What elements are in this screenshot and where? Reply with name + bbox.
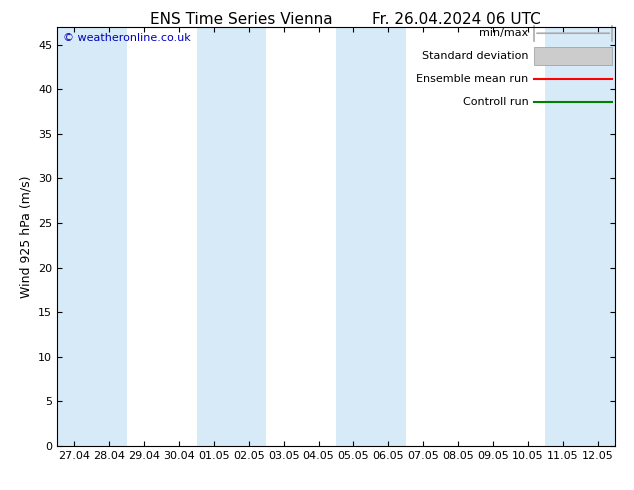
Text: Fr. 26.04.2024 06 UTC: Fr. 26.04.2024 06 UTC [372,12,541,27]
Text: Controll run: Controll run [463,98,529,107]
Text: min/max: min/max [479,28,529,38]
Text: ENS Time Series Vienna: ENS Time Series Vienna [150,12,332,27]
Bar [57,27,127,446]
FancyBboxPatch shape [534,47,612,66]
Bar [336,27,406,446]
Text: Ensemble mean run: Ensemble mean run [417,74,529,84]
Bar [545,27,615,446]
Y-axis label: Wind 925 hPa (m/s): Wind 925 hPa (m/s) [20,175,32,298]
Text: © weatheronline.co.uk: © weatheronline.co.uk [63,33,190,43]
Text: Standard deviation: Standard deviation [422,51,529,61]
Bar [197,27,266,446]
